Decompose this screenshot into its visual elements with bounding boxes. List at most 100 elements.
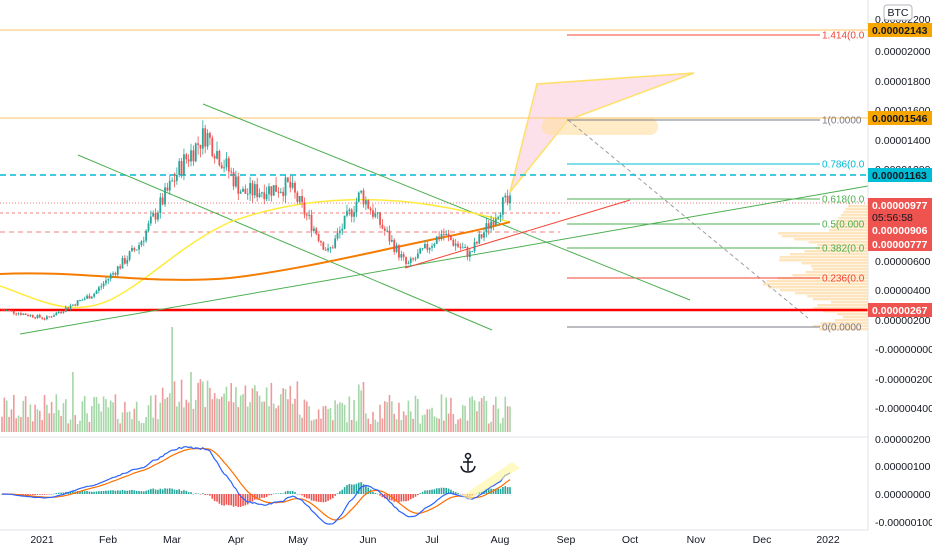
macd-histogram-bar (357, 482, 360, 494)
candle-body (235, 176, 237, 187)
fib-level-label: 0.618(0.0 (822, 195, 865, 206)
macd-histogram-bar (109, 490, 112, 494)
volume-bar (90, 405, 93, 432)
time-axis-tick: Jun (360, 534, 377, 546)
volume-bar (55, 394, 58, 432)
macd-histogram-bar (419, 493, 422, 494)
time-axis-tick: Feb (99, 534, 117, 546)
candle-body (331, 247, 334, 249)
macd-histogram-bar (258, 494, 261, 499)
candle-body (294, 182, 296, 193)
candle-body (367, 200, 370, 209)
volume-bar (176, 406, 178, 432)
candle-body (86, 295, 88, 299)
candle-body (171, 180, 174, 182)
candle-body (64, 307, 67, 312)
macd-histogram-bar (348, 483, 351, 494)
volume-bar (228, 401, 230, 432)
macd-histogram-bar (126, 490, 129, 494)
macd-histogram-bar (62, 492, 65, 494)
candle-body (459, 246, 462, 248)
volume-bar (53, 413, 55, 432)
volume-bar (480, 398, 483, 432)
trend-lines[interactable] (19, 103, 869, 335)
candle-body (414, 258, 417, 260)
macd-histogram-bar (275, 493, 277, 494)
macd-histogram-bar (209, 494, 211, 496)
candle-body (149, 216, 152, 224)
volume-bar (471, 396, 473, 432)
candle-body (336, 233, 339, 239)
candle-body (34, 317, 36, 319)
macd-histogram-bar (187, 492, 190, 494)
candle-body (31, 314, 34, 318)
candle-body (379, 212, 381, 225)
volume-bar (190, 372, 192, 432)
macd-histogram-bar (60, 492, 62, 494)
volume-bar (135, 401, 138, 432)
volume-bar (254, 385, 256, 432)
candle-body (1, 309, 3, 311)
candle-body (123, 258, 126, 264)
volume-bar (400, 419, 403, 432)
price-tag (868, 237, 932, 251)
macd-histogram-bar (211, 494, 214, 499)
macd-histogram-bar (36, 494, 39, 495)
macd-histogram-bar (291, 490, 294, 494)
candle-body (286, 177, 289, 182)
price-axis-tick: 0.00000600 (875, 256, 931, 268)
anchor-icon[interactable] (460, 452, 476, 473)
candle-body (261, 192, 263, 194)
macd-histogram-bar (407, 494, 410, 501)
candle-body (242, 188, 244, 192)
volume-bar (199, 379, 202, 432)
volume-bar (161, 387, 164, 432)
volume-bar (282, 388, 284, 432)
volume-bar (365, 413, 367, 432)
channel-lower-line (77, 154, 493, 331)
macd-histogram-bar (142, 491, 145, 494)
macd-histogram-bar (459, 493, 462, 495)
candle-body (105, 280, 107, 284)
volume-bar (164, 398, 166, 432)
fib-level-label: 0.5(0.000 (822, 220, 865, 231)
macd-histogram-bar (509, 487, 511, 494)
candle-body (121, 258, 124, 269)
volume-bar (225, 386, 228, 432)
candle-body (140, 241, 143, 246)
candle-body (62, 311, 65, 313)
macd-histogram-bar (249, 494, 251, 503)
candle-body (131, 247, 133, 252)
time-axis[interactable]: 2021 Feb Mar Apr May Jun Jul Aug Sep Oct Nov Dec 202… (30, 534, 840, 546)
volume-bar (409, 411, 412, 432)
macd-histogram-bar (438, 488, 440, 494)
macd-histogram-bar (355, 483, 358, 494)
long-support-line (19, 185, 869, 335)
candle-body (305, 214, 308, 216)
candle-body (246, 193, 249, 195)
macd-histogram-bar (395, 494, 398, 502)
fib-retracement[interactable]: 1.414(0.0 1(0.0000 0.786(0.0 0.618(0.0 0.5(0… (567, 31, 865, 334)
macd-highlight (462, 462, 520, 500)
volume-bar (105, 399, 107, 432)
candle-body (419, 248, 422, 254)
volume-bar (74, 415, 77, 432)
candle-body (187, 159, 190, 162)
volume-bar (187, 402, 190, 432)
price-tag-label: 0.00000777 (872, 239, 928, 251)
macd-histogram-bar (277, 493, 280, 494)
volume-bar (298, 414, 301, 432)
volume-bar (72, 372, 74, 432)
price-axis-panel[interactable] (868, 0, 932, 550)
volume-bar (457, 419, 459, 432)
candle-body (509, 195, 511, 204)
candle-body (265, 194, 268, 200)
macd-histogram-bar (157, 489, 159, 494)
symbol-badge[interactable]: BTC (883, 4, 913, 21)
volume-bar (469, 397, 471, 432)
volume-bar (171, 327, 173, 432)
macd-histogram-bar (239, 494, 242, 507)
volume-bar (287, 399, 289, 432)
candle-body (353, 212, 355, 217)
